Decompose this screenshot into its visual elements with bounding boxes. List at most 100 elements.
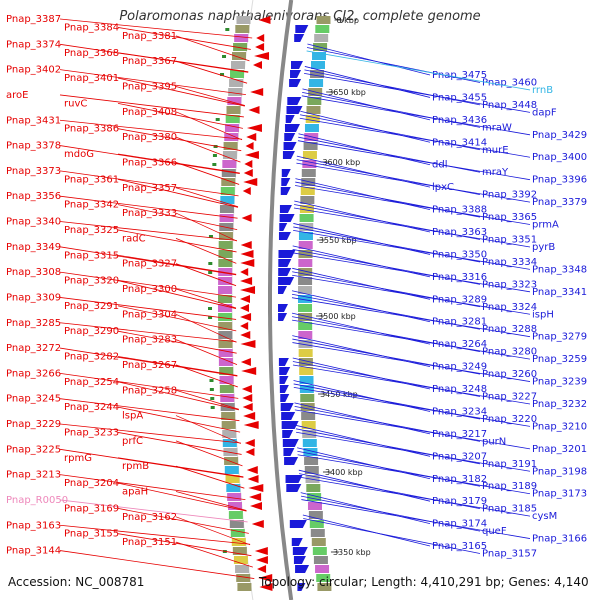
reverse-gene-arrow <box>278 268 292 276</box>
cog-category-block <box>236 16 251 24</box>
cog-category-block <box>231 61 246 69</box>
leader-line-pnap-3395 <box>175 86 246 106</box>
reverse-gene-arrow <box>279 376 289 384</box>
leader-line-pnap-3381 <box>175 35 250 62</box>
map-title: Polaromonas naphthalenivorans CJ2, compl… <box>119 9 481 24</box>
gene-label-pnap-3162: Pnap_3162 <box>122 512 177 523</box>
cog-category-block <box>234 34 249 42</box>
reverse-gene-arrow <box>293 556 306 564</box>
cog-category-block <box>298 241 313 249</box>
reverse-gene-arrow <box>279 223 288 231</box>
forward-gene-arrow <box>254 547 268 555</box>
leader-line-pnap-3283 <box>175 339 238 365</box>
gene-label-pnap-3381: Pnap_3381 <box>122 31 177 42</box>
cog-category-block <box>310 70 325 78</box>
leader-line-isph <box>292 274 531 315</box>
gene-label-pyrb: pyrB <box>532 242 555 253</box>
leader-line-pnap-3401 <box>117 77 245 107</box>
gc-skew-tick <box>222 55 227 58</box>
gene-label-pnap-3207: Pnap_3207 <box>432 451 487 462</box>
cog-category-block <box>299 385 314 393</box>
reverse-gene-arrow <box>280 403 294 411</box>
cog-category-block <box>302 160 317 168</box>
gene-label-pnap-3379: Pnap_3379 <box>532 197 587 208</box>
cog-category-block <box>226 106 241 114</box>
reverse-gene-arrow <box>279 367 291 375</box>
leader-line-pnap-3244 <box>117 406 241 433</box>
leader-line-dapf <box>304 72 531 113</box>
forward-gene-arrow <box>245 448 255 456</box>
cog-category-block <box>312 52 327 60</box>
cog-category-block <box>312 547 327 555</box>
cog-category-block <box>298 268 313 276</box>
forward-gene-arrow <box>255 43 265 51</box>
forward-gene-arrow <box>240 259 255 267</box>
leader-line-pnap-3460 <box>306 47 481 83</box>
gene-label-pnap-3254: Pnap_3254 <box>64 377 119 388</box>
gene-label-pnap-3185: Pnap_3185 <box>482 504 537 515</box>
gene-label-pnap-3402: Pnap_3402 <box>6 65 61 76</box>
cog-category-block <box>222 151 237 159</box>
cog-category-block <box>300 403 315 411</box>
leader-line-lpxc <box>296 155 431 188</box>
gene-label-pnap-3266: Pnap_3266 <box>6 368 61 379</box>
reverse-gene-arrow <box>290 70 302 78</box>
leader-line-pnap-3239 <box>292 342 531 382</box>
cog-category-block <box>308 511 323 519</box>
gene-label-pnap-3342: Pnap_3342 <box>64 200 119 211</box>
cog-category-block <box>304 457 319 465</box>
reverse-strand-track <box>278 25 310 591</box>
gc-skew-tick <box>208 271 213 274</box>
gene-label-rpmb: rpmB <box>122 461 149 472</box>
cog-category-block <box>219 376 234 384</box>
cog-category-block <box>218 268 233 276</box>
cog-category-block <box>298 304 313 312</box>
cog-category-block <box>218 322 233 330</box>
cog-category-block <box>302 430 317 438</box>
cog-category-block <box>300 196 315 204</box>
leader-line-pnap-3325 <box>117 229 237 253</box>
gene-label-pnap-3368: Pnap_3368 <box>64 48 119 59</box>
cog-category-block <box>299 223 314 231</box>
gene-label-pnap-r0050: Pnap_R0050 <box>6 495 68 506</box>
forward-gene-arrow <box>258 574 273 582</box>
forward-gene-arrow <box>245 142 254 150</box>
reverse-gene-arrow <box>291 61 304 69</box>
gene-label-pnap-3259: Pnap_3259 <box>532 354 587 365</box>
leader-line-cysm <box>299 476 531 517</box>
leader-line-pnap-3315 <box>117 254 237 275</box>
leader-line-pnap-3361 <box>117 178 239 208</box>
forward-gene-arrow <box>254 52 270 60</box>
gene-label-pnap-3431: Pnap_3431 <box>6 115 61 126</box>
ruler-tick-label: 3350 kbp <box>333 548 371 557</box>
cog-category-block <box>311 61 326 69</box>
reverse-gene-arrow <box>281 421 299 429</box>
leader-line-pnap-3400 <box>299 117 531 158</box>
cog-category-block <box>301 178 316 186</box>
gene-label-pnap-3373: Pnap_3373 <box>6 166 61 177</box>
gene-label-dapf: dapF <box>532 107 557 118</box>
forward-gene-arrow <box>255 556 268 564</box>
gene-label-pnap-3283: Pnap_3283 <box>122 335 177 346</box>
leader-line-pnap-3367 <box>175 60 248 84</box>
cog-category-block <box>311 538 326 546</box>
cog-category-block <box>218 349 233 357</box>
forward-gene-arrow <box>246 466 258 474</box>
leader-line-pnap-3333 <box>175 212 237 242</box>
cog-category-block <box>302 439 317 447</box>
leader-line-pnap-3357 <box>175 187 239 208</box>
cog-category-block <box>316 16 331 24</box>
cog-category-block <box>301 412 316 420</box>
cog-category-block <box>232 547 247 555</box>
gc-skew-tick <box>210 406 215 409</box>
gene-label-pnap-3448: Pnap_3448 <box>482 100 537 111</box>
ruler-tick-label: 3650 kbp <box>328 88 366 97</box>
reverse-gene-arrow <box>287 97 302 105</box>
cog-category-block <box>224 466 239 474</box>
gene-label-pnap-3340: Pnap_3340 <box>6 217 61 228</box>
cog-category-block <box>233 43 248 51</box>
reverse-gene-arrow <box>283 142 297 150</box>
gene-label-pnap-3239: Pnap_3239 <box>532 377 587 388</box>
cog-category-block <box>298 250 313 258</box>
